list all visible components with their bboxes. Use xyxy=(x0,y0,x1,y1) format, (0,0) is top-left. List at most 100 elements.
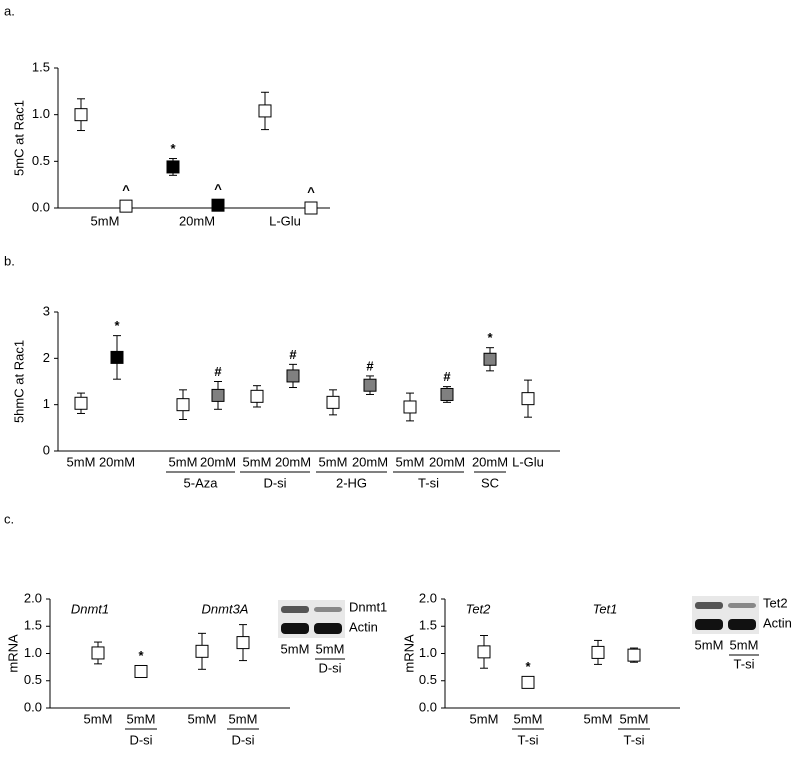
group-label: D-si xyxy=(263,475,286,490)
gene-label: Dnmt3A xyxy=(202,601,249,616)
panel-label: c. xyxy=(4,511,14,526)
treatment-label: D-si xyxy=(318,660,341,675)
marker xyxy=(304,201,318,215)
blot-band xyxy=(281,606,309,613)
x-tick-label: 5mM xyxy=(84,711,113,726)
group-label: T-si xyxy=(624,732,645,747)
marker xyxy=(521,675,535,689)
y-axis-label: 5hmC at Rac1 xyxy=(11,340,26,423)
treatment-label: T-si xyxy=(734,656,755,671)
marker xyxy=(477,645,491,659)
gene-label: Tet1 xyxy=(593,601,618,616)
x-tick-label: L-Glu xyxy=(512,454,544,469)
y-tick-label: 1.0 xyxy=(419,645,437,660)
group-label: SC xyxy=(481,475,499,490)
x-tick-label: L-Glu xyxy=(269,213,301,228)
annotation: ^ xyxy=(214,182,222,197)
lane-label: 5mM xyxy=(695,637,724,652)
marker xyxy=(627,648,641,662)
y-tick-label: 0.0 xyxy=(419,699,437,714)
marker xyxy=(591,645,605,659)
blot-band xyxy=(695,619,723,630)
marker xyxy=(250,389,264,403)
gene-label: Dnmt1 xyxy=(71,601,109,616)
marker xyxy=(110,350,124,364)
marker xyxy=(363,378,377,392)
annotation: # xyxy=(443,369,451,384)
y-axis-label: 5mC at Rac1 xyxy=(11,100,26,176)
y-tick-label: 0 xyxy=(43,442,50,457)
y-tick-label: 3 xyxy=(43,303,50,318)
marker xyxy=(211,198,225,212)
gene-label: Tet2 xyxy=(466,601,492,616)
annotation: ^ xyxy=(307,184,315,199)
group-label: 5-Aza xyxy=(184,475,219,490)
marker xyxy=(286,369,300,383)
y-tick-label: 2.0 xyxy=(24,590,42,605)
y-tick-label: 2 xyxy=(43,350,50,365)
y-tick-label: 1.5 xyxy=(419,618,437,633)
group-label: 2-HG xyxy=(336,475,367,490)
marker xyxy=(521,392,535,406)
marker xyxy=(483,352,497,366)
marker xyxy=(440,387,454,401)
annotation: # xyxy=(366,358,374,373)
x-tick-label: 5mM xyxy=(243,454,272,469)
annotation: # xyxy=(289,347,297,362)
x-tick-label: 5mM xyxy=(319,454,348,469)
x-tick-label: 5mM xyxy=(188,711,217,726)
y-tick-label: 0.0 xyxy=(24,699,42,714)
marker xyxy=(74,396,88,410)
marker xyxy=(166,160,180,174)
y-tick-label: 1.0 xyxy=(24,645,42,660)
marker xyxy=(119,199,133,213)
blot-band xyxy=(728,619,756,630)
annotation: * xyxy=(525,659,531,674)
blot-band xyxy=(314,623,342,634)
x-tick-label: 5mM xyxy=(67,454,96,469)
lane-label: 5mM xyxy=(316,641,345,656)
blot-band xyxy=(281,623,309,634)
x-tick-label: 20mM xyxy=(472,454,508,469)
y-tick-label: 2.0 xyxy=(419,590,437,605)
lane-label: 5mM xyxy=(730,637,759,652)
marker xyxy=(258,104,272,118)
marker xyxy=(236,636,250,650)
x-tick-label: 20mM xyxy=(429,454,465,469)
annotation: * xyxy=(114,318,120,333)
y-axis-label: mRNA xyxy=(401,634,416,673)
annotation: ^ xyxy=(122,183,130,198)
y-tick-label: 0.0 xyxy=(32,199,50,214)
y-tick-label: 1.0 xyxy=(32,106,50,121)
x-tick-label: 5mM xyxy=(91,213,120,228)
blot-label: Dnmt1 xyxy=(349,599,387,614)
annotation: # xyxy=(214,364,222,379)
x-tick-label: 20mM xyxy=(200,454,236,469)
y-tick-label: 1.5 xyxy=(32,59,50,74)
x-tick-label: 5mM xyxy=(229,711,258,726)
marker xyxy=(403,400,417,414)
marker xyxy=(176,398,190,412)
blot-band xyxy=(695,602,723,609)
x-tick-label: 20mM xyxy=(352,454,388,469)
x-tick-label: 5mM xyxy=(127,711,156,726)
marker xyxy=(195,644,209,658)
x-tick-label: 20mM xyxy=(99,454,135,469)
group-label: T-si xyxy=(418,475,439,490)
marker xyxy=(326,395,340,409)
y-tick-label: 0.5 xyxy=(419,672,437,687)
x-tick-label: 5mM xyxy=(470,711,499,726)
x-tick-label: 20mM xyxy=(179,213,215,228)
marker xyxy=(211,388,225,402)
marker xyxy=(91,646,105,660)
x-tick-label: 5mM xyxy=(514,711,543,726)
blot-band xyxy=(728,603,756,608)
annotation: * xyxy=(138,648,144,663)
x-tick-label: 5mM xyxy=(584,711,613,726)
blot-band xyxy=(314,607,342,612)
marker xyxy=(134,664,148,678)
annotation: * xyxy=(170,141,176,156)
y-tick-label: 1 xyxy=(43,396,50,411)
group-label: D-si xyxy=(129,732,152,747)
y-tick-label: 0.5 xyxy=(24,672,42,687)
